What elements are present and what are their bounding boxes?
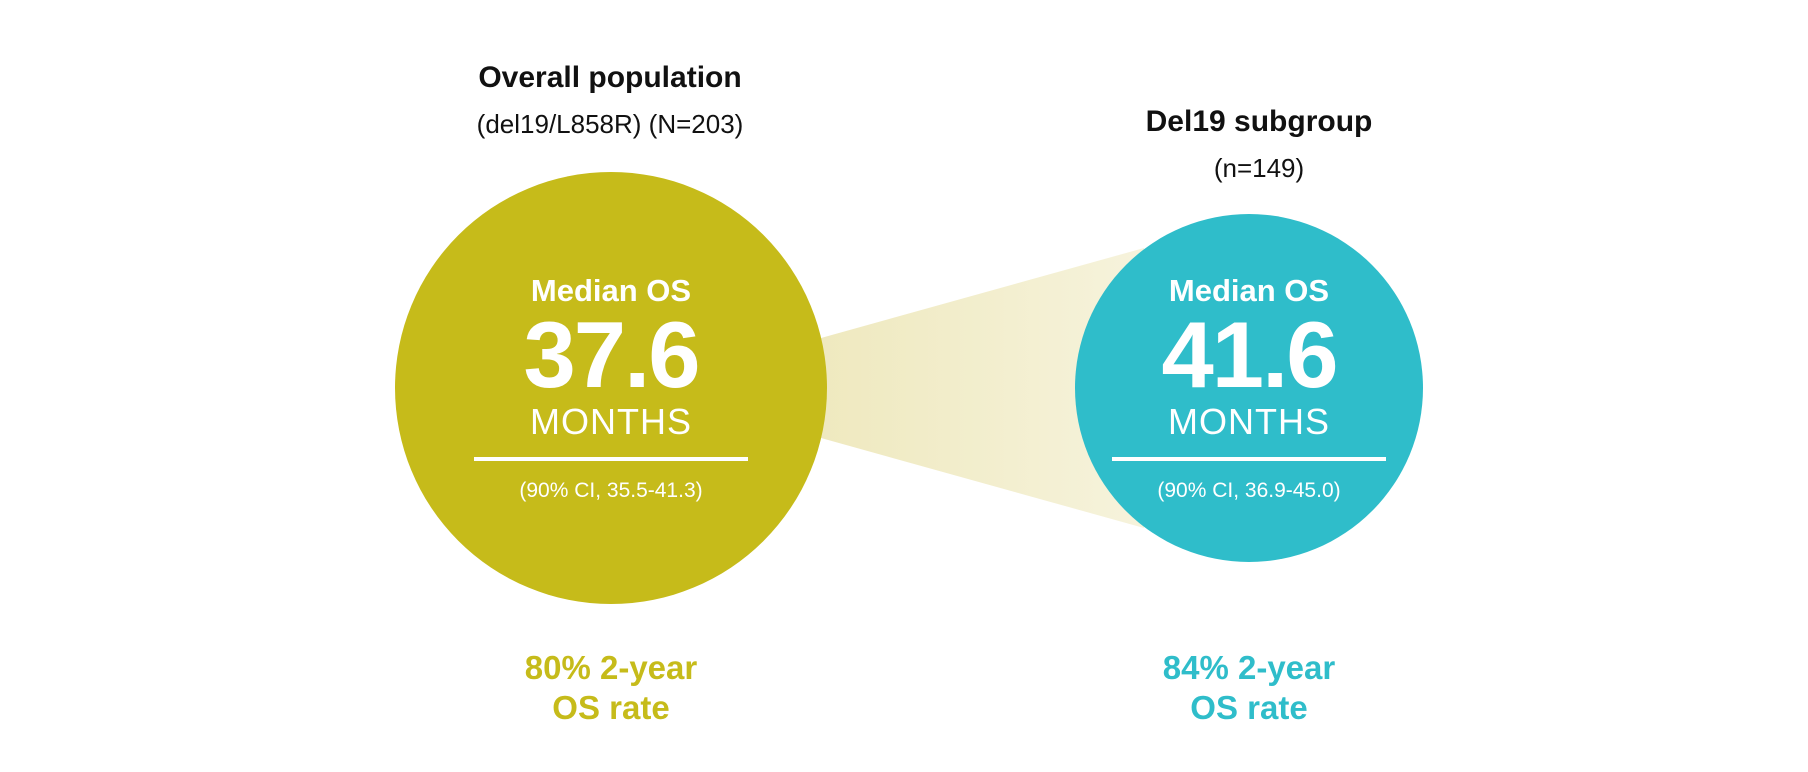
overall-two-year-os-rate: 80% 2-year OS rate <box>451 648 771 728</box>
del19-subgroup-title: Del19 subgroup <box>1145 105 1373 138</box>
overall-rate-line-2: OS rate <box>552 689 670 726</box>
del19-median-os-unit: MONTHS <box>1168 401 1330 442</box>
overall-population-circle <box>395 172 827 604</box>
overall-median-os-unit: MONTHS <box>530 401 692 442</box>
del19-median-os-block: Median OS 41.6 MONTHS (90% CI, 36.9-45.0… <box>1089 273 1409 505</box>
overall-divider <box>474 457 748 461</box>
overall-population-heading: Overall population (del19/L858R) (N=203) <box>350 60 870 142</box>
overall-median-os-label: Median OS <box>530 273 692 308</box>
del19-subgroup-heading: Del19 subgroup (n=149) <box>999 104 1519 186</box>
del19-rate-line-2: OS rate <box>1190 689 1308 726</box>
del19-subgroup-subtitle: (n=149) <box>1213 153 1305 183</box>
del19-rate-line-1: 84% 2-year <box>1162 649 1336 686</box>
del19-confidence-interval: (90% CI, 36.9-45.0) <box>1157 479 1341 502</box>
overall-confidence-interval: (90% CI, 35.5-41.3) <box>519 479 703 502</box>
del19-median-os-value: 41.6 <box>1161 302 1339 407</box>
del19-two-year-os-rate: 84% 2-year OS rate <box>1089 648 1409 728</box>
del19-divider <box>1112 457 1386 461</box>
del19-subgroup-circle <box>1075 214 1423 562</box>
del19-median-os-label: Median OS <box>1168 273 1330 308</box>
overall-median-os-value: 37.6 <box>523 302 701 407</box>
overall-population-title: Overall population <box>478 61 742 94</box>
overall-rate-line-1: 80% 2-year <box>524 649 698 686</box>
overall-median-os-block: Median OS 37.6 MONTHS (90% CI, 35.5-41.3… <box>451 273 771 505</box>
zoom-connector <box>821 248 1144 528</box>
overall-population-subtitle: (del19/L858R) (N=203) <box>476 109 744 139</box>
